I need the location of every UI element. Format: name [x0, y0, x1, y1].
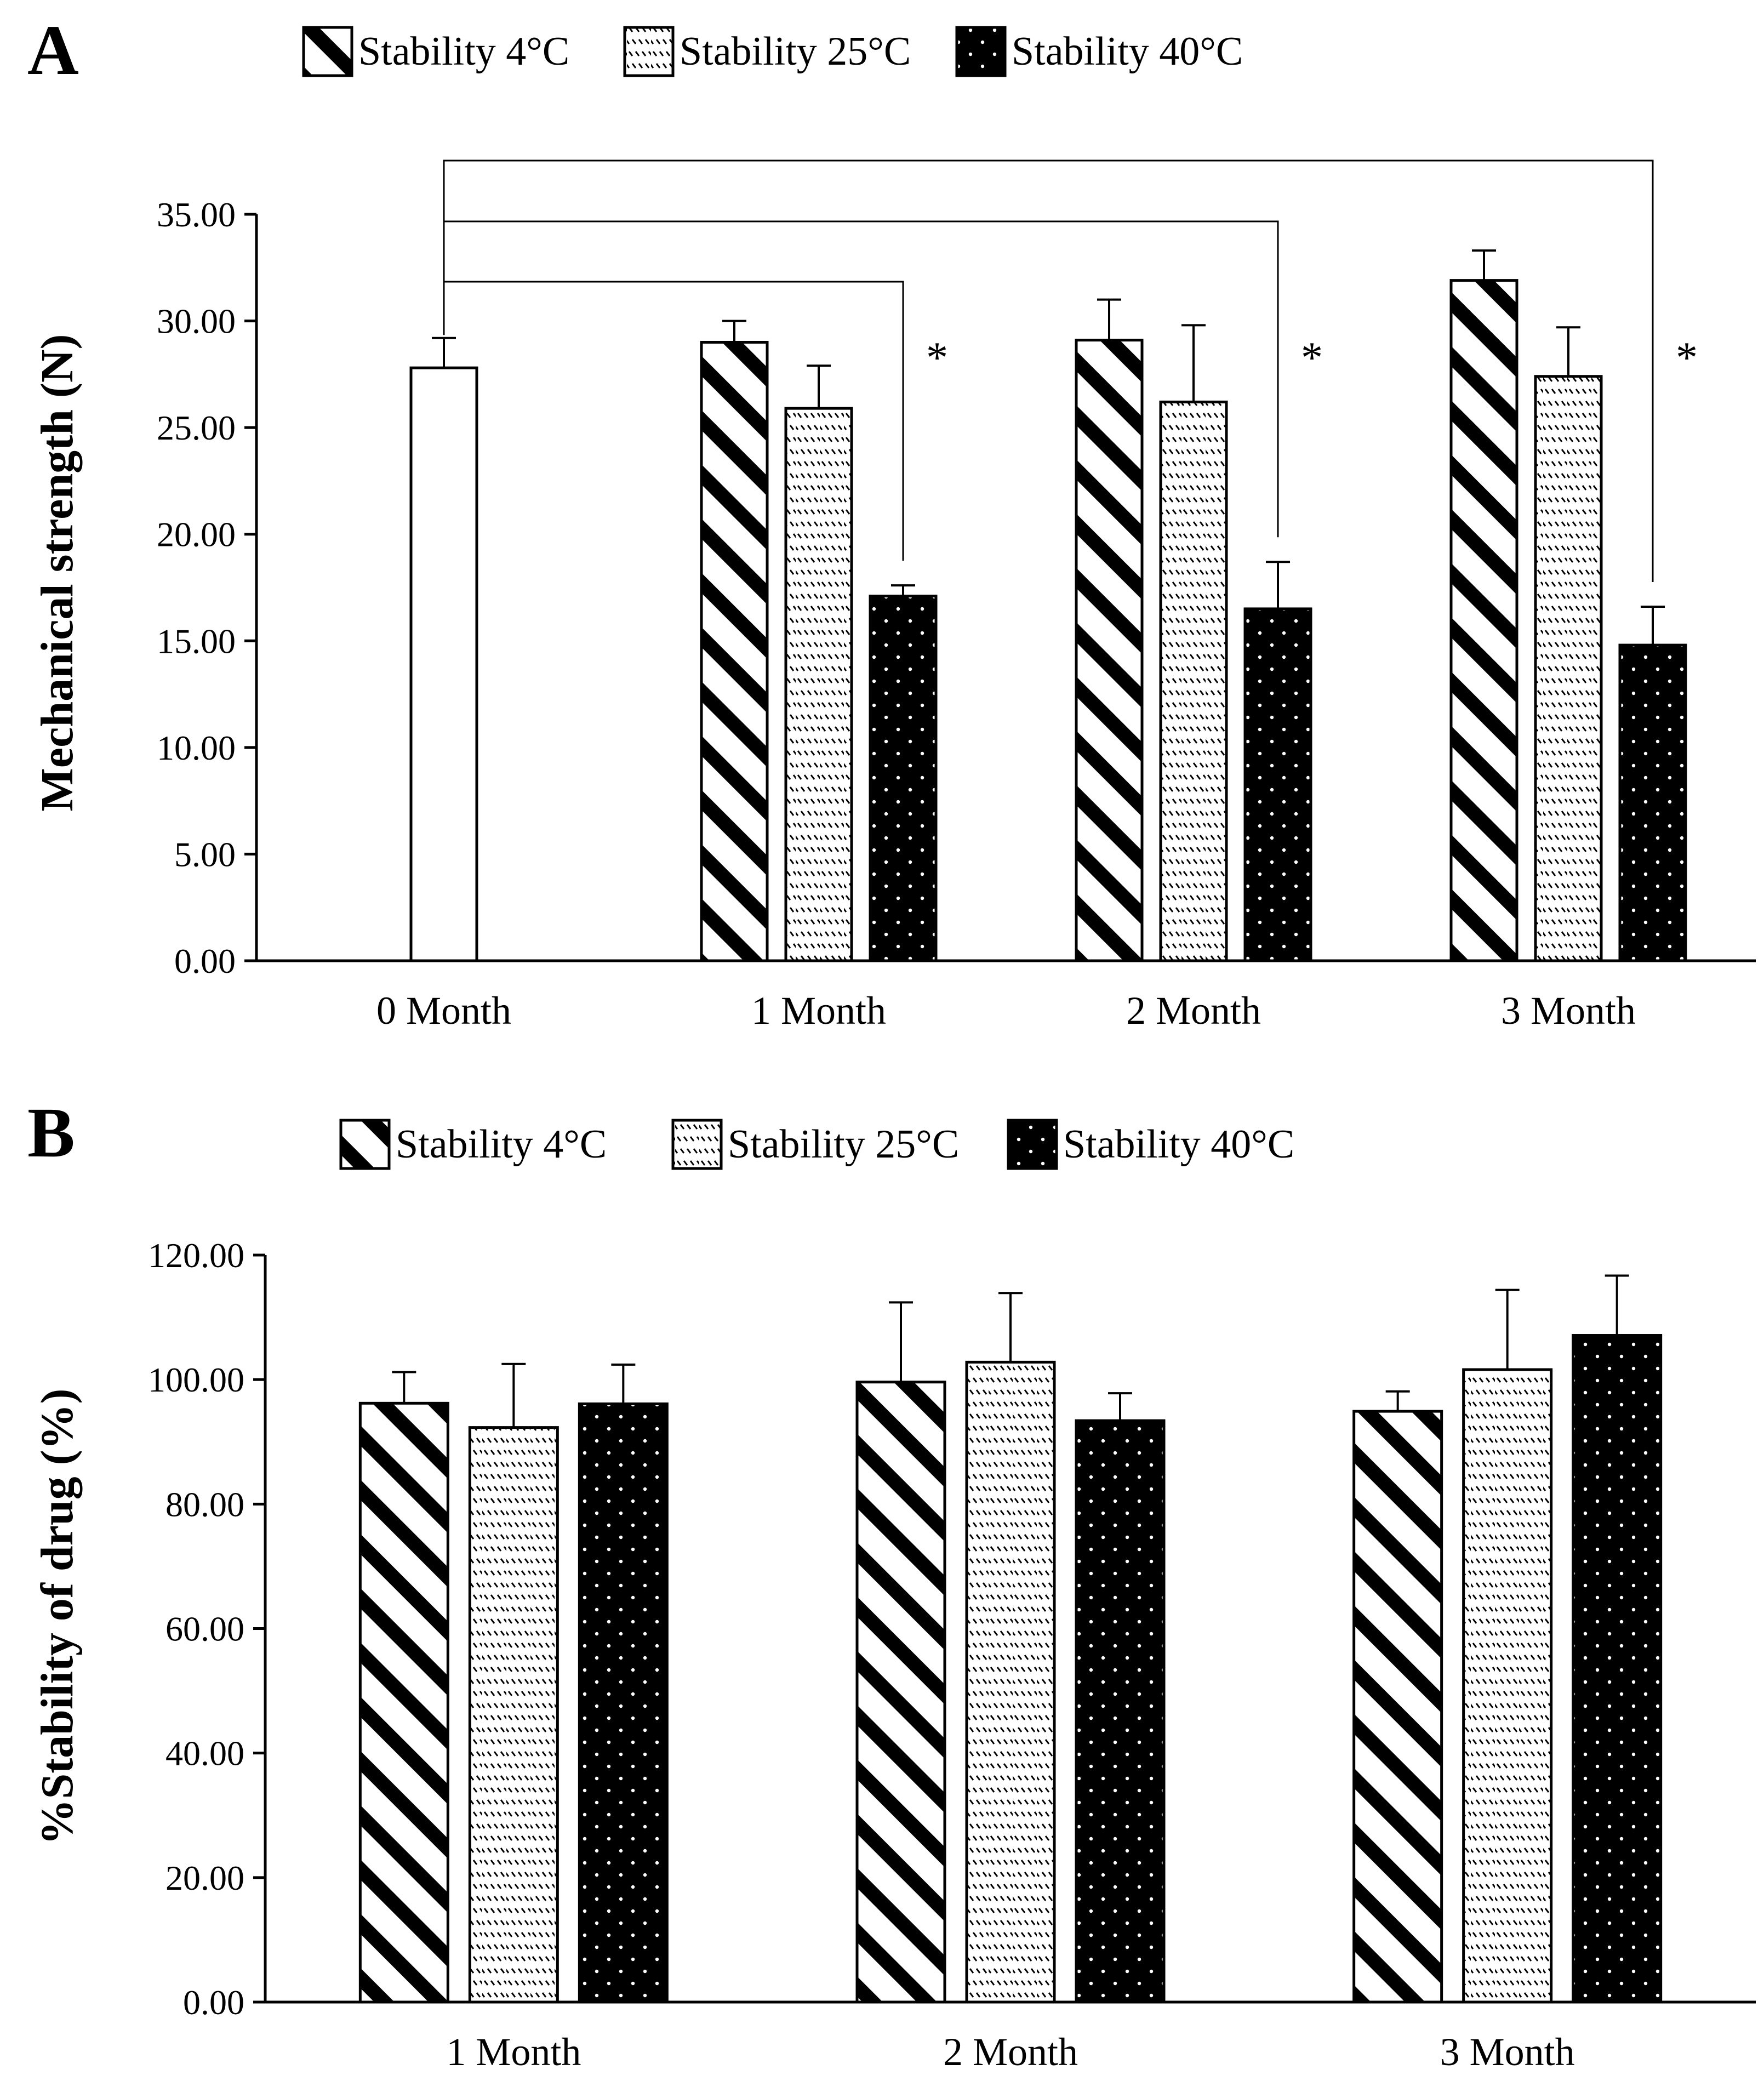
bar-dotted	[869, 595, 938, 962]
bar-dotted	[578, 1402, 669, 2004]
panel-a-label: A	[27, 11, 79, 90]
legend-a: Stability 4°C Stability 25°C Stability 40°…	[302, 26, 1243, 77]
legend-swatch-diagonal	[339, 1119, 391, 1170]
legend-label-dashed: Stability 25°C	[680, 29, 911, 74]
bar-baseline	[409, 366, 478, 962]
chart-a: 0.00 5.00 10.00 15.00 20.00 25.00 30.00 35.00 0 …	[157, 159, 1756, 1033]
y-tick-label: 10.00	[157, 728, 236, 767]
x-category-label: 0 Month	[376, 989, 511, 1033]
bar-dashed	[1462, 1368, 1553, 2004]
significance-mark: *	[1676, 334, 1698, 382]
y-tick-label: 0.00	[174, 942, 236, 980]
y-tick-label: 15.00	[157, 622, 236, 660]
legend-label-dotted: Stability 40°C	[1012, 29, 1243, 74]
x-category-label: 2 Month	[1126, 989, 1261, 1033]
bar-dotted	[1572, 1334, 1663, 2004]
bar-diagonal	[1352, 1410, 1443, 2004]
x-category-label: 3 Month	[1440, 2030, 1575, 2074]
panel-b-label: B	[27, 1093, 75, 1172]
legend-label-dashed: Stability 25°C	[728, 1122, 959, 1167]
bar-diagonal	[700, 340, 769, 962]
bar-dashed	[784, 407, 853, 962]
bar-dashed	[468, 1426, 559, 2004]
bar-diagonal	[855, 1381, 946, 2004]
y-tick-label: 120.00	[148, 1236, 244, 1275]
bar-dashed	[965, 1360, 1056, 2004]
legend-label-diagonal: Stability 4°C	[358, 29, 569, 74]
legend-label-dotted: Stability 40°C	[1063, 1122, 1294, 1167]
significance-bracket	[443, 220, 1279, 538]
y-axis-title-a: Mechanical strength (N)	[32, 334, 83, 812]
bar-dotted	[1243, 607, 1312, 962]
y-tick-label: 100.00	[148, 1360, 244, 1399]
y-tick-label: 5.00	[174, 835, 236, 874]
bar-diagonal	[358, 1401, 449, 2004]
panel-a: A Stability 4°C Stability 25°C Stability 4…	[27, 11, 1756, 1033]
chart-b: 0.00 20.00 40.00 60.00 80.00 100.00 120.00 1 Mo…	[148, 1236, 1756, 2074]
significance-mark: *	[1301, 334, 1323, 382]
y-tick-label: 20.00	[157, 515, 236, 554]
legend-swatch-diagonal	[302, 26, 353, 77]
bar-dotted	[1618, 643, 1687, 962]
legend-swatch-dashed	[623, 26, 675, 77]
y-tick-label: 20.00	[165, 1858, 244, 1897]
bar-dashed	[1534, 375, 1603, 962]
significance-mark: *	[926, 334, 948, 382]
y-axis-title-b: %Stability of drug (%)	[32, 1388, 83, 1845]
significance-bracket	[443, 159, 1654, 583]
legend-swatch-dotted	[955, 26, 1007, 77]
y-tick-label: 40.00	[165, 1734, 244, 1773]
y-tick-label: 0.00	[183, 1983, 244, 2022]
panel-b: B Stability 4°C Stability 25°C Stability 4…	[27, 1093, 1756, 2074]
x-category-label: 3 Month	[1501, 989, 1636, 1033]
y-tick-label: 80.00	[165, 1485, 244, 1524]
y-tick-label: 35.00	[157, 195, 236, 234]
legend-label-diagonal: Stability 4°C	[396, 1122, 607, 1167]
legend-swatch-dashed	[671, 1119, 723, 1170]
legend-b: Stability 4°C Stability 25°C Stability 40°…	[339, 1119, 1294, 1170]
legend-swatch-dotted	[1007, 1119, 1058, 1170]
y-tick-label: 60.00	[165, 1610, 244, 1649]
bar-dotted	[1075, 1419, 1166, 2004]
bar-diagonal	[1449, 279, 1518, 962]
x-category-label: 1 Month	[751, 989, 886, 1033]
y-tick-label: 25.00	[157, 408, 236, 447]
y-tick-label: 30.00	[157, 302, 236, 341]
x-category-label: 1 Month	[446, 2030, 581, 2074]
x-category-label: 2 Month	[943, 2030, 1078, 2074]
bar-diagonal	[1075, 339, 1144, 962]
bar-dashed	[1159, 400, 1228, 962]
